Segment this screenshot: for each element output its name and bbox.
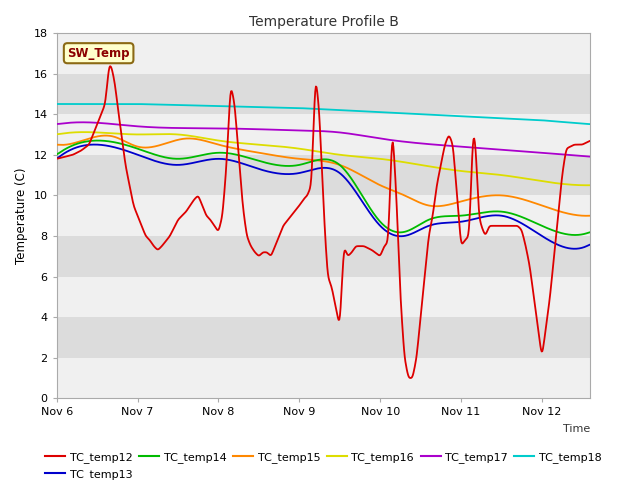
TC_temp12	[378, 250, 385, 256]
TC_temp14	[86, 138, 93, 144]
TC_temp16	[53, 132, 61, 137]
Line: TC_temp16: TC_temp16	[57, 132, 591, 185]
TC_temp13	[587, 241, 595, 247]
TC_temp16	[582, 182, 590, 188]
TC_temp16	[394, 158, 401, 164]
Bar	[57, 114, 591, 155]
TC_temp13	[91, 142, 99, 147]
TC_temp13	[458, 219, 466, 225]
TC_temp13	[86, 142, 93, 148]
TC_temp14	[378, 220, 385, 226]
TC_temp17	[458, 144, 466, 150]
TC_temp14	[364, 201, 371, 207]
TC_temp12	[407, 375, 415, 381]
TC_temp17	[587, 154, 595, 159]
Line: TC_temp18: TC_temp18	[57, 104, 591, 124]
TC_temp18	[513, 116, 520, 122]
Bar	[57, 155, 591, 195]
TC_temp13	[364, 206, 371, 212]
TC_temp16	[378, 156, 385, 162]
TC_temp18	[53, 101, 61, 107]
Legend: TC_temp12, TC_temp13, TC_temp14, TC_temp15, TC_temp16, TC_temp17, TC_temp18: TC_temp12, TC_temp13, TC_temp14, TC_temp…	[41, 448, 606, 480]
TC_temp18	[363, 108, 371, 114]
TC_temp15	[378, 183, 385, 189]
TC_temp14	[513, 212, 521, 218]
Y-axis label: Temperature (C): Temperature (C)	[15, 168, 28, 264]
Bar	[57, 195, 591, 236]
Line: TC_temp14: TC_temp14	[57, 141, 591, 235]
TC_temp14	[587, 229, 595, 235]
TC_temp15	[53, 142, 61, 147]
TC_temp12	[514, 223, 522, 229]
Text: Time: Time	[563, 424, 591, 434]
TC_temp16	[458, 168, 466, 174]
TC_temp16	[364, 155, 371, 160]
TC_temp14	[458, 213, 466, 218]
TC_temp15	[513, 195, 521, 201]
TC_temp13	[378, 224, 385, 230]
TC_temp12	[53, 156, 61, 162]
Text: SW_Temp: SW_Temp	[67, 47, 130, 60]
TC_temp12	[587, 138, 595, 144]
TC_temp17	[53, 121, 61, 127]
TC_temp17	[86, 120, 94, 125]
TC_temp18	[86, 101, 93, 107]
TC_temp15	[394, 190, 401, 195]
TC_temp15	[86, 135, 93, 141]
TC_temp15	[102, 132, 109, 138]
Bar	[57, 236, 591, 276]
TC_temp12	[364, 245, 371, 251]
Bar	[57, 33, 591, 73]
TC_temp13	[513, 218, 521, 224]
TC_temp13	[394, 233, 401, 239]
Line: TC_temp12: TC_temp12	[57, 66, 591, 378]
TC_temp17	[394, 138, 401, 144]
TC_temp18	[587, 121, 595, 127]
Line: TC_temp15: TC_temp15	[57, 135, 591, 216]
TC_temp15	[582, 213, 590, 219]
TC_temp14	[53, 151, 61, 157]
TC_temp16	[513, 174, 521, 180]
TC_temp18	[393, 110, 401, 116]
TC_temp16	[587, 182, 595, 188]
Title: Temperature Profile B: Temperature Profile B	[248, 15, 399, 29]
TC_temp14	[572, 232, 579, 238]
TC_temp18	[377, 109, 385, 115]
TC_temp12	[459, 240, 467, 246]
TC_temp16	[86, 129, 94, 135]
TC_temp15	[364, 176, 371, 181]
TC_temp15	[458, 198, 466, 204]
TC_temp12	[106, 63, 114, 69]
TC_temp14	[394, 229, 401, 235]
TC_temp17	[513, 148, 521, 154]
TC_temp12	[86, 140, 93, 146]
Bar	[57, 358, 591, 398]
TC_temp14	[93, 138, 101, 144]
Bar	[57, 73, 591, 114]
Line: TC_temp17: TC_temp17	[57, 122, 591, 156]
TC_temp17	[364, 133, 371, 139]
TC_temp17	[378, 136, 385, 142]
TC_temp16	[80, 129, 88, 135]
TC_temp13	[570, 246, 578, 252]
TC_temp17	[78, 120, 86, 125]
TC_temp12	[394, 219, 401, 225]
TC_temp13	[53, 156, 61, 161]
TC_temp18	[458, 113, 465, 119]
TC_temp15	[587, 213, 595, 218]
Bar	[57, 317, 591, 358]
Bar	[57, 276, 591, 317]
Line: TC_temp13: TC_temp13	[57, 144, 591, 249]
